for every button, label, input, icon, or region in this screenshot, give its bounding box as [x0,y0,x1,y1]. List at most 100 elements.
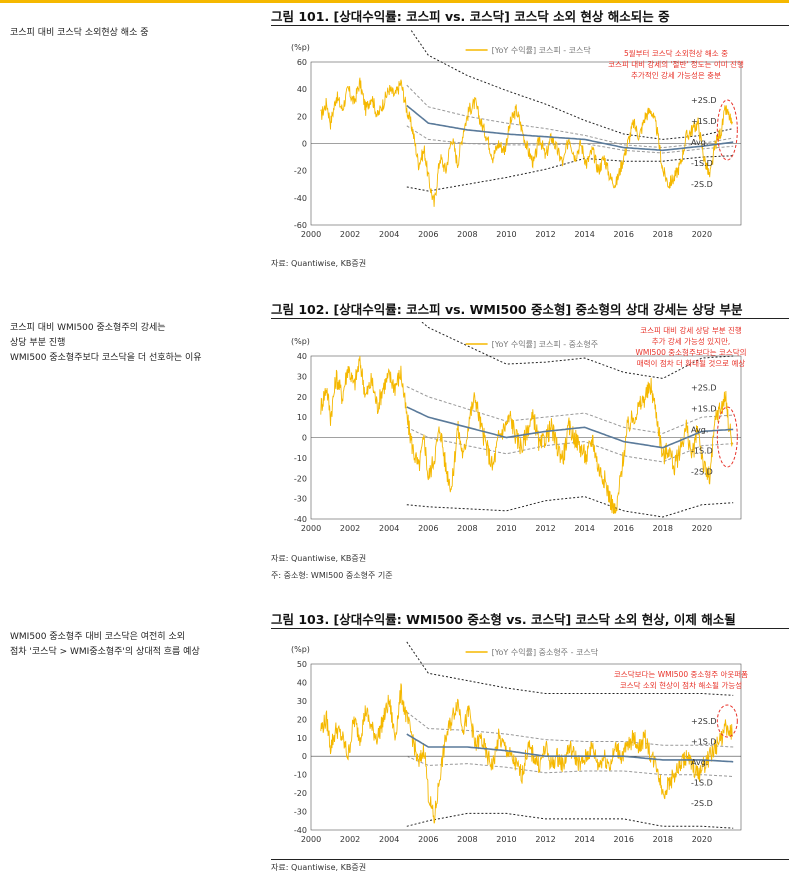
highlight-ellipse [716,704,738,738]
y-tick-label: -20 [294,474,307,483]
y-tick-label: 0 [302,752,307,761]
annotation-text: 코스피 대비 강세 상당 부분 진행 [640,325,742,335]
x-tick-label: 2016 [614,524,634,533]
y-tick-label: 20 [297,715,307,724]
highlight-ellipse [716,99,738,161]
annotation-text: 추가적인 강세 가능성은 충분 [631,70,721,80]
y-tick-label: 0 [302,434,307,443]
x-tick-label: 2006 [418,230,438,239]
y-tick-label: -10 [294,771,307,780]
band-minus-2sd [406,496,734,518]
y-tick-label: 40 [297,85,307,94]
average-line [406,733,734,763]
y-tick-label: 30 [297,372,307,381]
band-plus-1sd [406,711,734,748]
highlight-ellipse [716,406,738,468]
legend-label: [YoY 수익률] 코스피 - 중소형주 [492,339,599,349]
average-line [406,104,734,152]
band-plus-1sd [406,386,734,434]
y-tick-label: -10 [294,454,307,463]
chart-2: -40 -30 -20 -10 0 10 20 30 40 (%p) 2000 2002 2004 200… [291,322,747,533]
y-axis-unit: (%p) [291,645,310,654]
plot-area [310,663,742,831]
x-tick-label: 2016 [614,230,634,239]
commentary-line: 점차 '코스닥 > WMI중소형주'의 상대적 흐름 예상 [10,647,200,657]
x-tick-label: 2004 [379,230,399,239]
band-minus-2sd [406,155,734,192]
band-plus-2sd [421,322,734,379]
annotation-text: 5월부터 코스닥 소외현상 해소 중 [624,48,728,58]
annotation-text: 코스닥 소외 현상이 점차 해소될 가능성 [620,680,742,690]
band-label: -1S.D [691,159,713,168]
x-tick-label: 2010 [496,524,516,533]
x-tick-label: 2018 [653,524,673,533]
band-label: -2S.D [691,799,713,808]
y-tick-label: -40 [294,194,307,203]
x-tick-label: 2002 [340,524,360,533]
band-minus-2sd [406,812,734,829]
annotation-text: 코스닥보다는 WMI500 중소형주 아웃퍼폼 [614,669,748,679]
band-label: Avg. [691,425,708,434]
top-accent-bar [0,0,789,3]
x-tick-label: 2018 [653,230,673,239]
x-tick-label: 2008 [457,230,477,239]
title-rule [271,25,789,26]
x-tick-label: 2008 [457,524,477,533]
band-label: +1S.D [691,737,717,746]
commentary-line: WMI500 중소형주 대비 코스닥은 여전히 소외 [10,632,186,642]
x-tick-label: 2018 [653,835,673,844]
commentary-line: 코스피 대비 WMI500 중소형주의 강세는 [10,323,166,333]
band-label: +1S.D [691,404,717,413]
y-tick-label: 20 [297,393,307,402]
band-plus-2sd [406,641,734,696]
commentary-chart-2: 코스피 대비 WMI500 중소형주의 강세는 상당 부분 진행 WMI500 중소… [10,321,250,366]
y-tick-label: -60 [294,221,307,230]
x-tick-label: 2010 [496,835,516,844]
y-tick-label: -20 [294,167,307,176]
footnote: 주: 중소형: WMI500 중소형주 기준 [271,571,393,580]
x-tick-label: 2014 [574,230,594,239]
chart-title: 그림 103. [상대수익률: WMI500 중소형 vs. 코스닥] 코스닥 … [271,612,736,627]
x-tick-label: 2006 [418,835,438,844]
y-tick-label: 30 [297,697,307,706]
x-tick-label: 2002 [340,230,360,239]
x-tick-label: 2020 [692,230,712,239]
x-tick-label: 2000 [301,230,321,239]
average-line [406,406,734,449]
x-tick-label: 2006 [418,524,438,533]
annotation-text: WMI500 중소형주보다는 코스닥의 [635,347,746,357]
annotation-text: 추가 강세 가능성 있지만, [652,336,731,346]
x-tick-label: 2014 [574,835,594,844]
chart-title: 그림 102. [상대수익률: 코스피 vs. WMI500 중소형] 중소형의… [271,302,743,317]
series-line [320,77,734,207]
band-plus-1sd [406,84,734,149]
x-tick-label: 2014 [574,524,594,533]
y-tick-label: -40 [294,826,307,835]
x-tick-label: 2000 [301,524,321,533]
y-tick-label: 50 [297,660,307,669]
title-rule [271,318,789,319]
bottom-rule [271,859,789,860]
y-tick-label: 40 [297,352,307,361]
band-label: -1S.D [691,778,713,787]
commentary-chart-1: 코스피 대비 코스닥 소외현상 해소 중 [10,26,250,41]
x-tick-label: 2012 [535,524,555,533]
band-label: Avg. [691,758,708,767]
chart-3: -40 -30 -20 -10 0 10 20 30 40 50 (%p) 2000 2002 2004 2… [291,641,748,844]
x-tick-label: 2000 [301,835,321,844]
x-tick-label: 2016 [614,835,634,844]
annotation-text: 매력이 점차 더 확대될 것으로 예상 [637,358,746,368]
band-label: -2S.D [691,180,713,189]
band-label: -2S.D [691,467,713,476]
x-tick-label: 2010 [496,230,516,239]
legend-label: [YoY 수익률] 중소형주 - 코스닥 [492,647,599,657]
band-label: +2S.D [691,717,717,726]
y-tick-label: -30 [294,808,307,817]
annotation-text: 코스피 대비 강세의 '절반' 정도는 이미 진행 [608,59,744,69]
source-note: 자료: Quantiwise, KB증권 [271,554,367,563]
x-tick-label: 2002 [340,835,360,844]
series-line [320,683,734,824]
y-axis-unit: (%p) [291,43,310,52]
band-label: +2S.D [691,96,717,105]
